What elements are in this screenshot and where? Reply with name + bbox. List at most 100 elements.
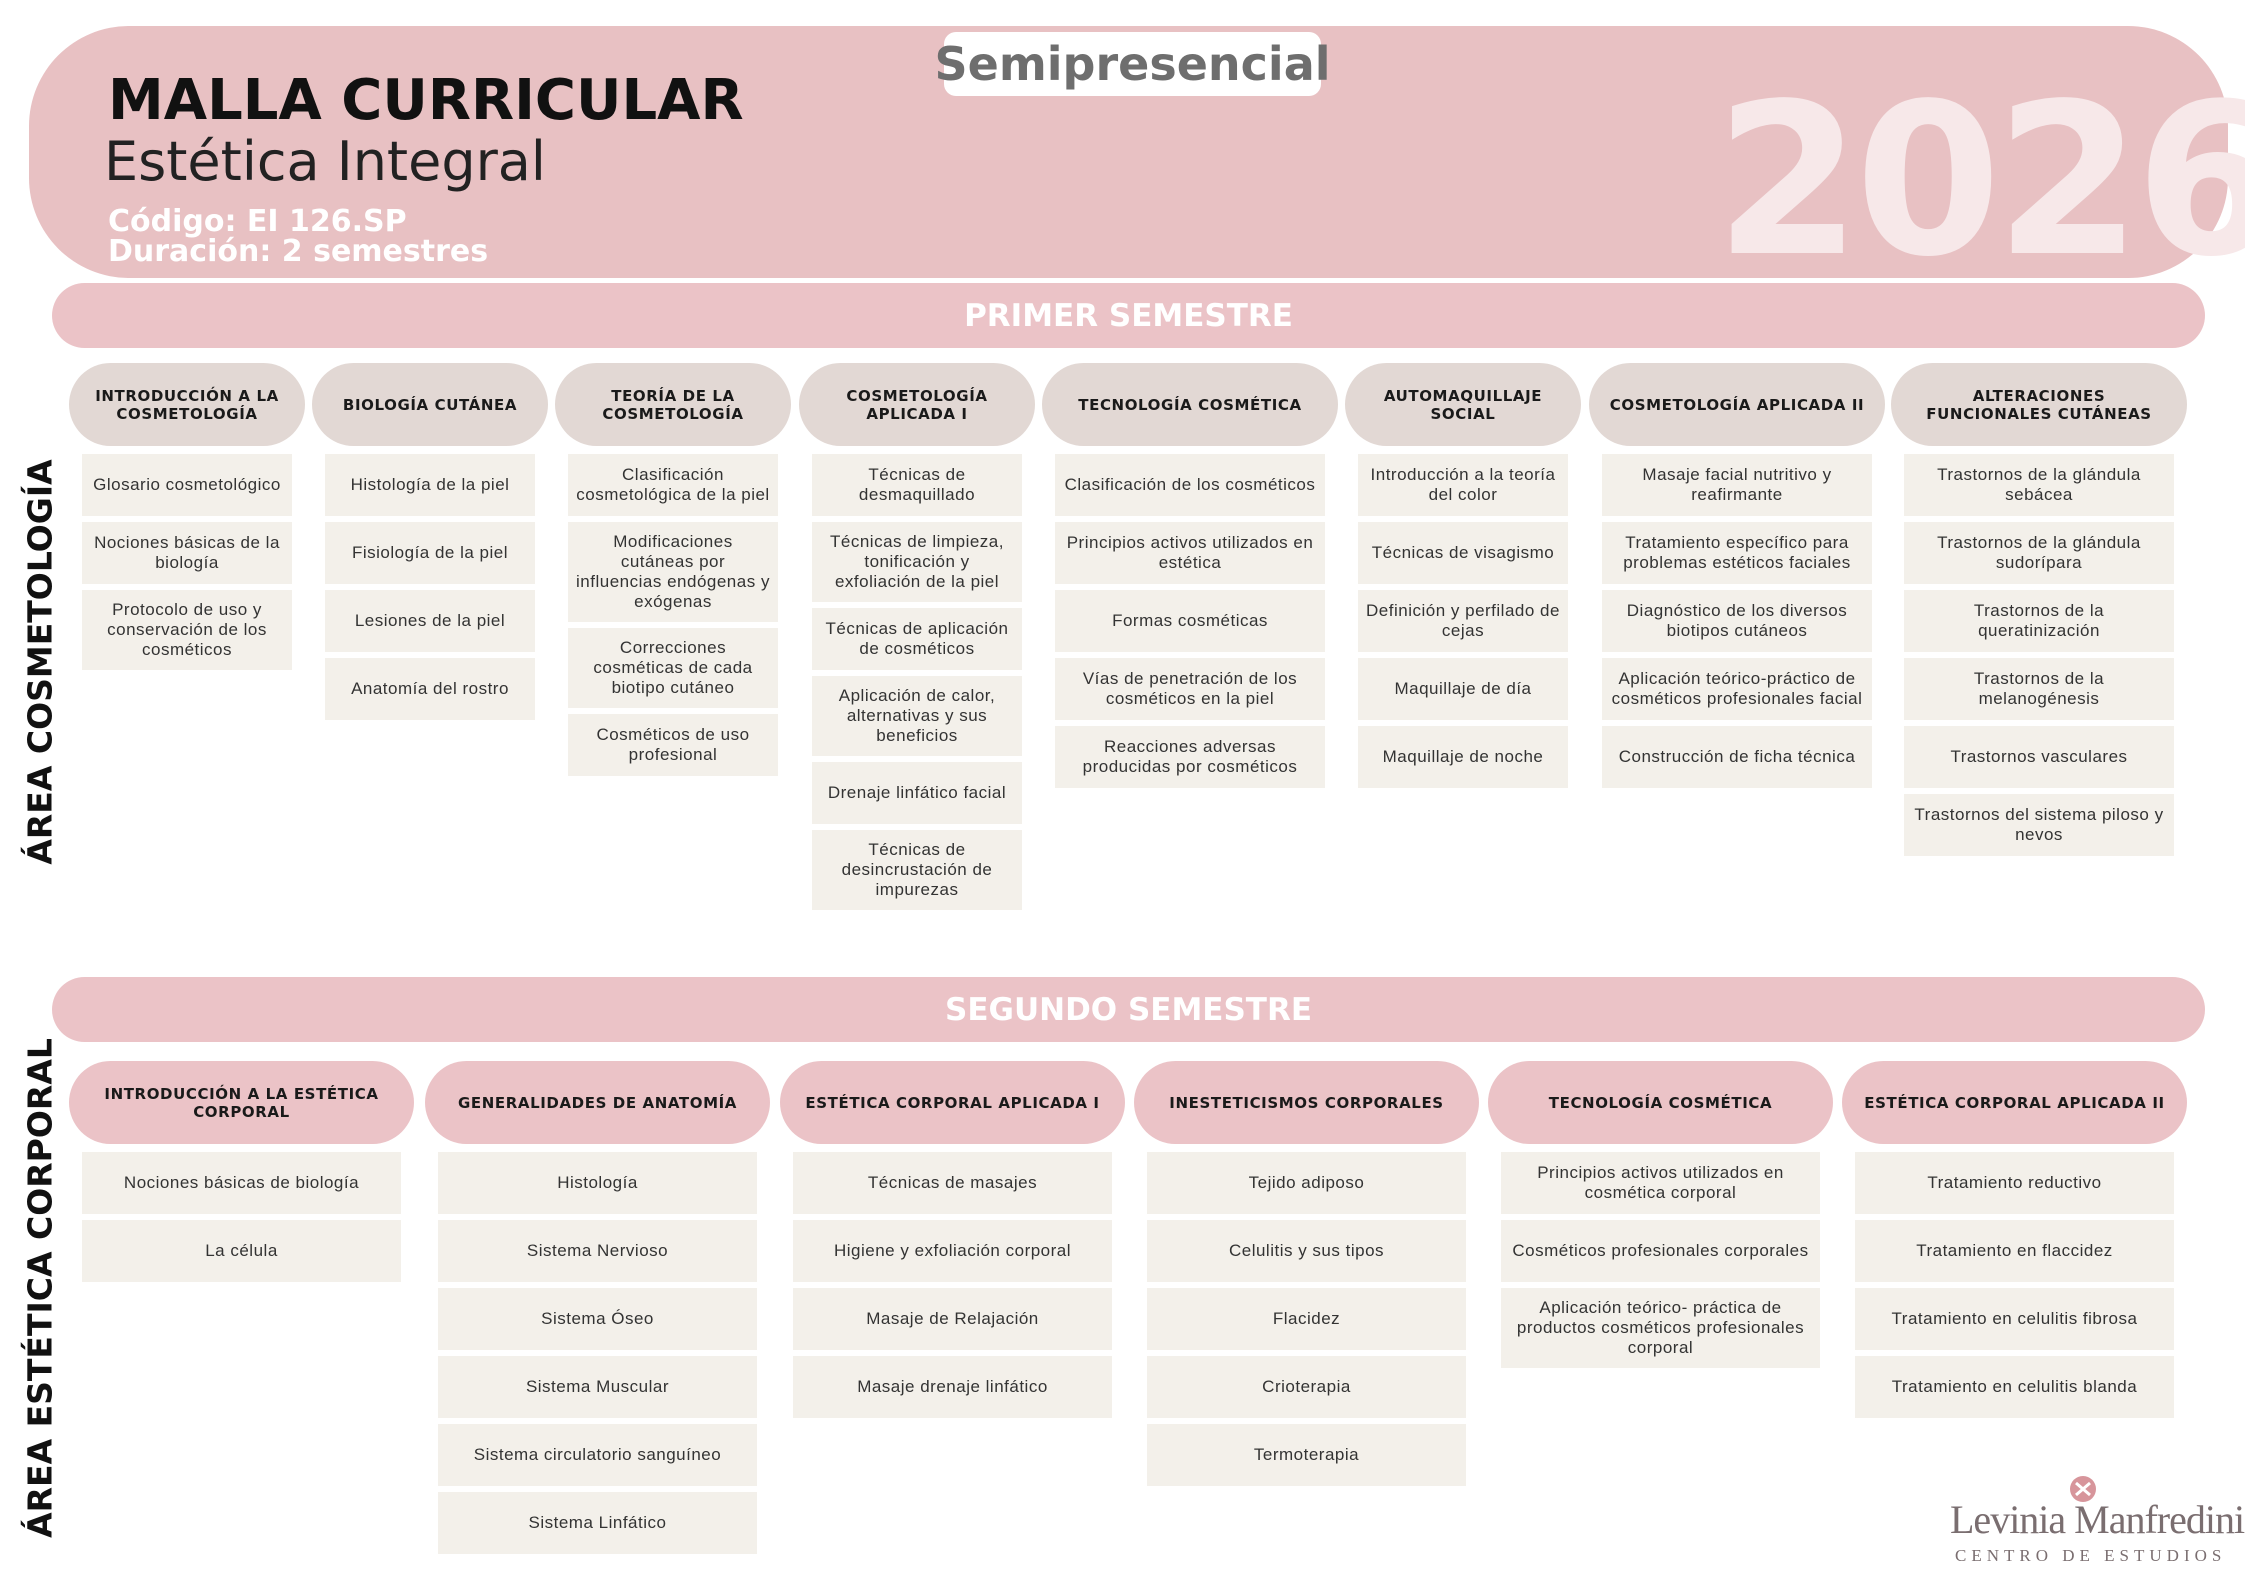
course-column: AUTOMAQUILLAJE SOCIAL Introducción a la t… bbox=[1345, 363, 1581, 788]
topic: Glosario cosmetológico bbox=[82, 454, 292, 516]
topic: Construcción de ficha técnica bbox=[1602, 726, 1872, 788]
topic-list: Tratamiento reductivo Tratamiento en flac… bbox=[1855, 1152, 2174, 1418]
topic: La célula bbox=[82, 1220, 401, 1282]
course-column: INTRODUCCIÓN A LA ESTÉTICA CORPORAL Nocio… bbox=[69, 1061, 414, 1282]
topic: Técnicas de limpieza, tonificación y exf… bbox=[812, 522, 1022, 602]
course-column: GENERALIDADES DE ANATOMÍA Histología Siste… bbox=[425, 1061, 770, 1554]
course-name: INTRODUCCIÓN A LA COSMETOLOGÍA bbox=[69, 363, 305, 446]
topic: Masaje drenaje linfático bbox=[793, 1356, 1112, 1418]
course-column: ALTERACIONES FUNCIONALES CUTÁNEAS Trastor… bbox=[1891, 363, 2187, 856]
topic: Termoterapia bbox=[1147, 1424, 1466, 1486]
topic: Trastornos de la glándula sudorípara bbox=[1904, 522, 2174, 584]
course-name: INESTETICISMOS CORPORALES bbox=[1134, 1061, 1479, 1144]
topic: Sistema circulatorio sanguíneo bbox=[438, 1424, 757, 1486]
topic-list: Glosario cosmetológico Nociones básicas d… bbox=[82, 454, 292, 670]
topic: Celulitis y sus tipos bbox=[1147, 1220, 1466, 1282]
course-column: INTRODUCCIÓN A LA COSMETOLOGÍA Glosario c… bbox=[69, 363, 305, 670]
topic: Nociones básicas de biología bbox=[82, 1152, 401, 1214]
topic: Trastornos del sistema piloso y nevos bbox=[1904, 794, 2174, 856]
topic: Principios activos utilizados en cosméti… bbox=[1501, 1152, 1820, 1214]
topic-list: Nociones básicas de biología La célula bbox=[82, 1152, 401, 1282]
program: Estética Integral bbox=[104, 130, 546, 193]
course-name: COSMETOLOGÍA APLICADA II bbox=[1589, 363, 1885, 446]
topic: Definición y perfilado de cejas bbox=[1358, 590, 1568, 652]
title: MALLA CURRICULAR bbox=[108, 68, 744, 133]
topic: Técnicas de aplicación de cosméticos bbox=[812, 608, 1022, 670]
topic: Trastornos de la glándula sebácea bbox=[1904, 454, 2174, 516]
topic: Tratamiento en celulitis fibrosa bbox=[1855, 1288, 2174, 1350]
topic: Vías de penetración de los cosméticos en… bbox=[1055, 658, 1325, 720]
semester-bar: SEGUNDO SEMESTRE bbox=[52, 977, 2205, 1042]
logo-icon bbox=[2070, 1476, 2096, 1502]
topic-list: Trastornos de la glándula sebácea Trastor… bbox=[1904, 454, 2174, 856]
topic: Nociones básicas de la biología bbox=[82, 522, 292, 584]
course-column: TEORÍA DE LA COSMETOLOGÍA Clasificación c… bbox=[555, 363, 791, 776]
course-name: COSMETOLOGÍA APLICADA I bbox=[799, 363, 1035, 446]
topic: Aplicación de calor, alternativas y sus … bbox=[812, 676, 1022, 756]
topic: Sistema Óseo bbox=[438, 1288, 757, 1350]
topic-list: Clasificación de los cosméticos Principio… bbox=[1055, 454, 1325, 788]
topic-list: Tejido adiposo Celulitis y sus tipos Flaci… bbox=[1147, 1152, 1466, 1486]
topic: Masaje de Relajación bbox=[793, 1288, 1112, 1350]
topic: Clasificación de los cosméticos bbox=[1055, 454, 1325, 516]
course-name: TECNOLOGÍA COSMÉTICA bbox=[1488, 1061, 1833, 1144]
topic-list: Histología Sistema Nervioso Sistema Óseo Si… bbox=[438, 1152, 757, 1554]
topic-list: Histología de la piel Fisiología de la pi… bbox=[325, 454, 535, 720]
topic-list: Introducción a la teoría del color Técnic… bbox=[1358, 454, 1568, 788]
year: 2026 bbox=[1715, 58, 2245, 303]
topic: Fisiología de la piel bbox=[325, 522, 535, 584]
logo-subtitle: CENTRO DE ESTUDIOS bbox=[1955, 1546, 2227, 1565]
topic: Sistema Nervioso bbox=[438, 1220, 757, 1282]
topic-list: Principios activos utilizados en cosméti… bbox=[1501, 1152, 1820, 1368]
topic: Técnicas de desmaquillado bbox=[812, 454, 1022, 516]
topic: Modificaciones cutáneas por influencias … bbox=[568, 522, 778, 622]
topic: Flacidez bbox=[1147, 1288, 1466, 1350]
topic: Tratamiento específico para problemas es… bbox=[1602, 522, 1872, 584]
topic: Reacciones adversas producidas por cosmé… bbox=[1055, 726, 1325, 788]
topic: Aplicación teórico-práctico de cosmético… bbox=[1602, 658, 1872, 720]
topic: Diagnóstico de los diversos biotipos cut… bbox=[1602, 590, 1872, 652]
topic: Drenaje linfático facial bbox=[812, 762, 1022, 824]
topic: Sistema Linfático bbox=[438, 1492, 757, 1554]
modality-badge: Semipresencial bbox=[935, 32, 1331, 96]
topic: Crioterapia bbox=[1147, 1356, 1466, 1418]
course-column: TECNOLOGÍA COSMÉTICA Principios activos u… bbox=[1488, 1061, 1833, 1368]
course-column: BIOLOGÍA CUTÁNEA Histología de la piel Fis… bbox=[312, 363, 548, 720]
topic: Maquillaje de noche bbox=[1358, 726, 1568, 788]
topic-list: Técnicas de masajes Higiene y exfoliación… bbox=[793, 1152, 1112, 1418]
course-column: COSMETOLOGÍA APLICADA I Técnicas de desma… bbox=[799, 363, 1035, 910]
course-column: TECNOLOGÍA COSMÉTICA Clasificación de los… bbox=[1042, 363, 1338, 788]
topic: Trastornos de la queratinización bbox=[1904, 590, 2174, 652]
topic: Aplicación teórico- práctica de producto… bbox=[1501, 1288, 1820, 1368]
topic-list: Técnicas de desmaquillado Técnicas de lim… bbox=[812, 454, 1022, 910]
course-name: INTRODUCCIÓN A LA ESTÉTICA CORPORAL bbox=[69, 1061, 414, 1144]
course-name: TEORÍA DE LA COSMETOLOGÍA bbox=[555, 363, 791, 446]
topic: Cosméticos de uso profesional bbox=[568, 714, 778, 776]
course-name: BIOLOGÍA CUTÁNEA bbox=[312, 363, 548, 446]
course-name: TECNOLOGÍA COSMÉTICA bbox=[1042, 363, 1338, 446]
course-name: ALTERACIONES FUNCIONALES CUTÁNEAS bbox=[1891, 363, 2187, 446]
topic: Histología bbox=[438, 1152, 757, 1214]
area-label: ÁREA COSMETOLOGÍA bbox=[20, 459, 60, 865]
topic: Anatomía del rostro bbox=[325, 658, 535, 720]
code: Código: EI 126.SP bbox=[108, 204, 407, 239]
topic: Tratamiento reductivo bbox=[1855, 1152, 2174, 1214]
topic: Técnicas de visagismo bbox=[1358, 522, 1568, 584]
topic: Trastornos vasculares bbox=[1904, 726, 2174, 788]
topic: Principios activos utilizados en estétic… bbox=[1055, 522, 1325, 584]
topic: Histología de la piel bbox=[325, 454, 535, 516]
topic: Correcciones cosméticas de cada biotipo … bbox=[568, 628, 778, 708]
course-column: INESTETICISMOS CORPORALES Tejido adiposo C… bbox=[1134, 1061, 1479, 1486]
course-name: AUTOMAQUILLAJE SOCIAL bbox=[1345, 363, 1581, 446]
topic: Tratamiento en flaccidez bbox=[1855, 1220, 2174, 1282]
course-column: ESTÉTICA CORPORAL APLICADA II Tratamiento… bbox=[1842, 1061, 2187, 1418]
topic: Trastornos de la melanogénesis bbox=[1904, 658, 2174, 720]
topic: Masaje facial nutritivo y reafirmante bbox=[1602, 454, 1872, 516]
topic: Lesiones de la piel bbox=[325, 590, 535, 652]
course-column: COSMETOLOGÍA APLICADA II Masaje facial nu… bbox=[1589, 363, 1885, 788]
semester-bar: PRIMER SEMESTRE bbox=[52, 283, 2205, 348]
topic: Sistema Muscular bbox=[438, 1356, 757, 1418]
area-label: ÁREA ESTÉTICA CORPORAL bbox=[20, 1038, 60, 1538]
topic-list: Clasificación cosmetológica de la piel Mo… bbox=[568, 454, 778, 776]
